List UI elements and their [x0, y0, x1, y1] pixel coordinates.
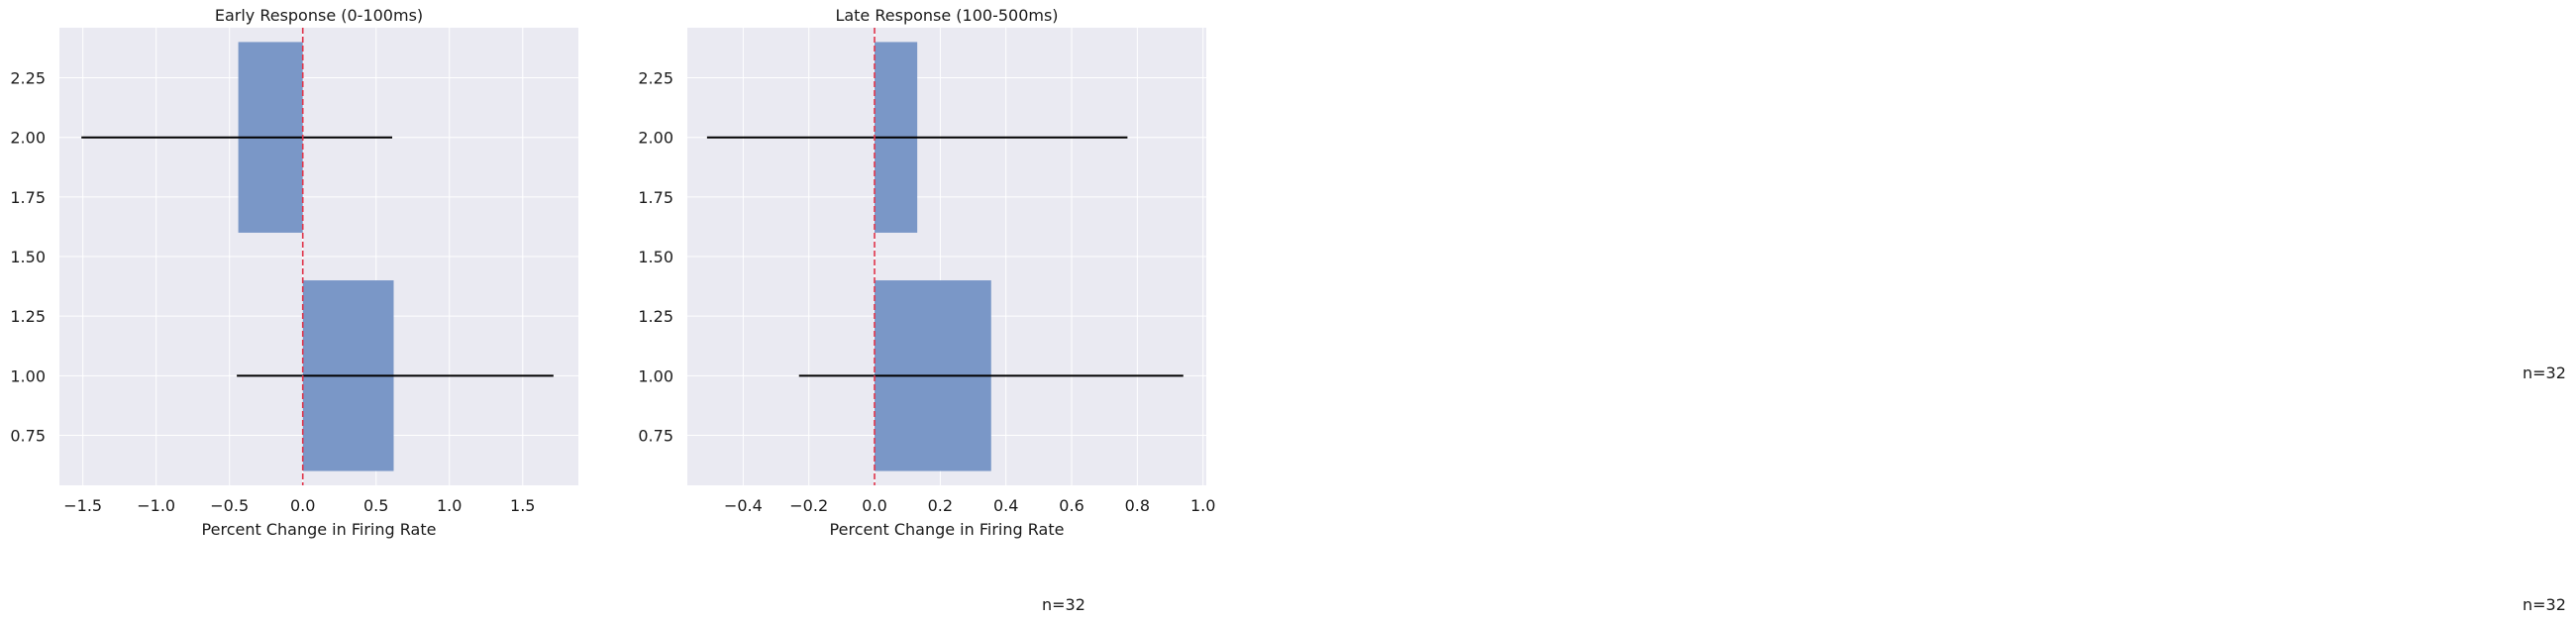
y-tick-label: 1.75	[10, 188, 46, 207]
y-tick-label: 2.00	[10, 129, 46, 148]
x-tick-label: −1.5	[63, 496, 102, 515]
y-tick-label: 1.25	[10, 307, 46, 326]
x-tick-label: 0.8	[1125, 496, 1150, 515]
y-tick-label: 0.75	[638, 426, 673, 445]
x-tick-label: −1.0	[137, 496, 175, 515]
x-tick-label: 1.0	[437, 496, 462, 515]
x-tick-label: 0.6	[1059, 496, 1083, 515]
y-tick-label: 1.50	[10, 248, 46, 266]
x-axis-label: Percent Change in Firing Rate	[830, 520, 1065, 539]
early-response-panel: −1.5 −1.0 −0.5 0.0 0.5 1.0 1.5 0.75 1.00 1.25 1.50…	[10, 6, 578, 539]
chart-title: Late Response (100-500ms)	[835, 6, 1058, 25]
sample-size-annotation: n=32	[2523, 595, 2566, 614]
x-tick-label: −0.4	[724, 496, 763, 515]
x-tick-label: −0.5	[210, 496, 249, 515]
x-tick-label: 0.0	[290, 496, 315, 515]
y-tick-label: 2.25	[638, 69, 673, 88]
chart-title: Early Response (0-100ms)	[215, 6, 423, 25]
x-tick-label: 1.5	[510, 496, 535, 515]
x-tick-label: −0.2	[789, 496, 828, 515]
y-tick-label: 1.75	[638, 188, 673, 207]
sample-size-annotation: n=32	[1042, 595, 1085, 614]
x-tick-label: 0.2	[928, 496, 953, 515]
late-response-panel: −0.4 −0.2 0.0 0.2 0.4 0.6 0.8 1.0 0.75 1.00 1.25 1.…	[638, 6, 1215, 539]
x-tick-label: 0.5	[363, 496, 388, 515]
y-tick-label: 2.00	[638, 129, 673, 148]
x-tick-label: 0.4	[993, 496, 1018, 515]
y-tick-label: 1.50	[638, 248, 673, 266]
y-tick-label: 1.00	[10, 366, 46, 385]
y-tick-label: 1.25	[638, 307, 673, 326]
x-axis-label: Percent Change in Firing Rate	[202, 520, 437, 539]
y-tick-label: 1.00	[638, 366, 673, 385]
x-tick-label: 1.0	[1190, 496, 1215, 515]
y-tick-label: 2.25	[10, 69, 46, 88]
x-tick-label: 0.0	[862, 496, 886, 515]
y-tick-label: 0.75	[10, 426, 46, 445]
sample-size-annotation: n=32	[2523, 363, 2566, 382]
